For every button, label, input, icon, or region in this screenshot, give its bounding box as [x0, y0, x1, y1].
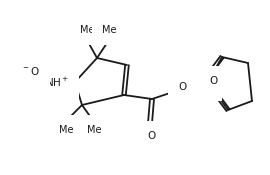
Text: O: O: [148, 131, 156, 141]
Text: Me: Me: [87, 125, 101, 135]
Text: Me: Me: [102, 25, 116, 35]
Text: O: O: [209, 76, 217, 86]
Text: Me: Me: [80, 25, 94, 35]
Text: Me: Me: [59, 125, 73, 135]
Text: NH$^+$: NH$^+$: [45, 75, 69, 89]
Text: O: O: [178, 82, 186, 92]
Text: N: N: [210, 76, 218, 86]
Text: $^-$O: $^-$O: [21, 65, 40, 77]
Text: O: O: [203, 81, 211, 91]
